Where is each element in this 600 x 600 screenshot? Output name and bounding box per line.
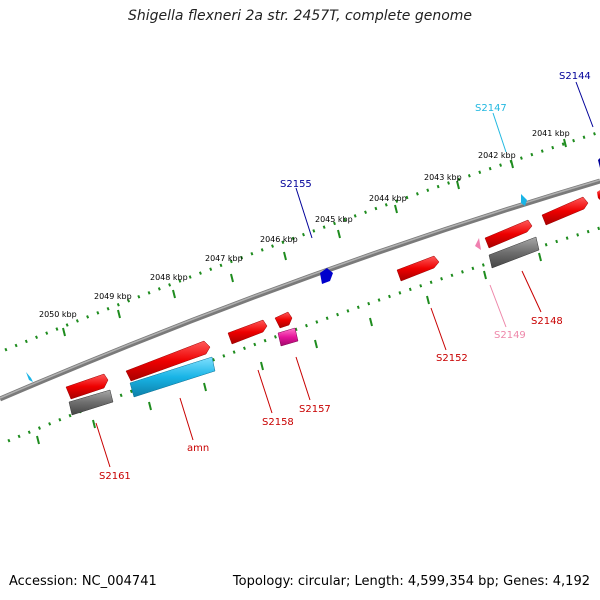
gene-label-amn[interactable]: amn: [187, 443, 209, 454]
genome-backbone: [0, 178, 600, 402]
map-title: Shigella flexneri 2a str. 2457T, complet…: [127, 8, 473, 24]
red-gene: [396, 255, 440, 282]
kbp-label: 2047 kbp: [205, 254, 243, 263]
gray-cds: [68, 389, 114, 416]
red-gene: [125, 340, 211, 382]
label-leader-lines: [95, 81, 594, 468]
red-gene: [484, 219, 533, 249]
kbp-label: 2048 kbp: [150, 273, 188, 282]
gene-label-s2147[interactable]: S2147: [475, 103, 507, 114]
kbp-label: 2044 kbp: [369, 194, 407, 203]
gene-label-s2155[interactable]: S2155: [280, 179, 312, 190]
gene-label-s2148[interactable]: S2148: [531, 316, 563, 327]
gene-label-s2161[interactable]: S2161: [99, 471, 131, 482]
gene-label-s2152[interactable]: S2152: [436, 353, 468, 364]
pink-cds: [277, 327, 299, 347]
red-gene: [274, 311, 293, 329]
red-gene: [541, 196, 589, 226]
upper-major-ticks: [62, 138, 567, 337]
cyan-cds: [129, 356, 216, 398]
gene-label-s2149[interactable]: S2149: [494, 330, 526, 341]
kbp-label: 2050 kbp: [39, 310, 77, 319]
gene-features: [26, 158, 600, 416]
gene-label-s2157[interactable]: S2157: [299, 404, 331, 415]
kbp-label: 2043 kbp: [424, 173, 462, 182]
red-gene: [597, 190, 600, 200]
kbp-label: 2042 kbp: [478, 151, 516, 160]
red-gene: [65, 373, 109, 400]
lower-major-ticks: [36, 252, 542, 445]
kbp-label: 2045 kbp: [315, 215, 353, 224]
kbp-label: 2049 kbp: [94, 292, 132, 301]
kbp-label: 2041 kbp: [532, 129, 570, 138]
gene-label-s2144[interactable]: S2144: [559, 71, 591, 82]
accession-text: Accession: NC_004741: [9, 574, 157, 589]
pink-gene-marker: [475, 238, 481, 250]
gray-cds: [488, 236, 540, 269]
navy-gene: [320, 268, 333, 284]
gene-label-s2158[interactable]: S2158: [262, 417, 294, 428]
red-gene: [227, 319, 268, 345]
cyan-gene-marker: [26, 372, 33, 382]
genome-summary-text: Topology: circular; Length: 4,599,354 bp…: [232, 574, 590, 589]
kbp-label: 2046 kbp: [260, 235, 298, 244]
upper-tick-track: [4, 130, 600, 352]
cyan-gene-marker: [521, 194, 527, 206]
